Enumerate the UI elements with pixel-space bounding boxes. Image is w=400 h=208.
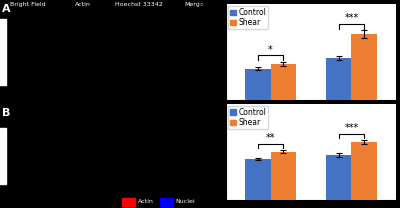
Text: A: A <box>2 4 11 14</box>
Y-axis label: Cell Area (μm²): Cell Area (μm²) <box>187 18 196 86</box>
Text: ***: *** <box>344 123 359 133</box>
Text: Orbital shear: Orbital shear <box>0 133 1 179</box>
Text: ***: *** <box>344 13 359 23</box>
Bar <box>122 198 136 206</box>
Legend: Control, Shear: Control, Shear <box>228 105 268 129</box>
Legend: Control, Shear: Control, Shear <box>228 6 268 29</box>
Bar <box>352 142 377 200</box>
Text: Actin: Actin <box>138 199 154 204</box>
Text: **: ** <box>266 133 275 143</box>
Bar <box>245 69 270 100</box>
Text: Hoechst 33342: Hoechst 33342 <box>115 2 163 7</box>
Y-axis label: Aspect Ratio: Aspect Ratio <box>198 123 206 180</box>
Text: B: B <box>2 108 10 118</box>
Bar <box>160 198 173 206</box>
Text: Merge: Merge <box>184 2 204 7</box>
Text: *: * <box>268 45 273 55</box>
Bar <box>352 34 377 100</box>
Bar <box>326 58 352 100</box>
Text: Static condition: Static condition <box>0 25 1 79</box>
Bar <box>245 159 270 200</box>
Text: D: D <box>175 99 185 112</box>
Text: C: C <box>175 0 184 12</box>
Text: Bright Field: Bright Field <box>10 2 46 7</box>
Bar <box>326 155 352 200</box>
Bar <box>270 64 296 100</box>
Bar <box>270 152 296 200</box>
Text: Nuclei: Nuclei <box>175 199 195 204</box>
Text: Actin: Actin <box>75 2 91 7</box>
